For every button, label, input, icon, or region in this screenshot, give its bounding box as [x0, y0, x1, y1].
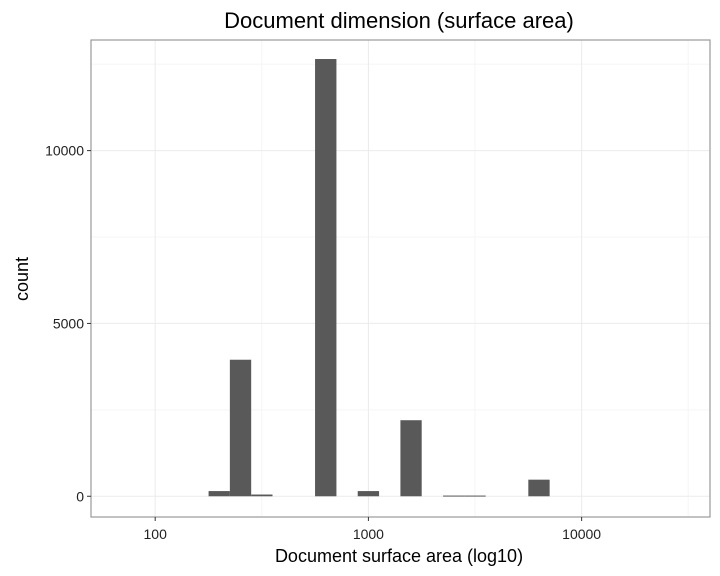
- histogram-bar: [528, 479, 550, 497]
- y-axis-title: count: [12, 257, 32, 301]
- histogram-bar: [464, 495, 486, 497]
- x-tick-label: 10000: [562, 526, 601, 542]
- y-tick-label: 10000: [45, 143, 84, 159]
- chart-title: Document dimension (surface area): [224, 8, 574, 33]
- y-tick-label: 0: [76, 488, 84, 504]
- histogram-bar: [400, 420, 422, 497]
- histogram-bar: [315, 59, 337, 497]
- y-axis: 0 5000 10000: [45, 143, 91, 504]
- x-axis: 100 1000 10000: [144, 517, 601, 542]
- histogram-bar: [208, 491, 230, 497]
- bars: [208, 59, 550, 497]
- x-tick-label: 100: [144, 526, 168, 542]
- grid-lines: [91, 40, 710, 517]
- histogram-bar: [357, 491, 380, 497]
- histogram-bar: [443, 495, 465, 497]
- panel-border: [90, 39, 711, 518]
- x-axis-title: Document surface area (log10): [275, 546, 523, 566]
- y-tick-label: 5000: [53, 315, 84, 331]
- x-tick-label: 1000: [353, 526, 384, 542]
- histogram-bar: [229, 359, 252, 497]
- histogram-bar: [251, 494, 273, 497]
